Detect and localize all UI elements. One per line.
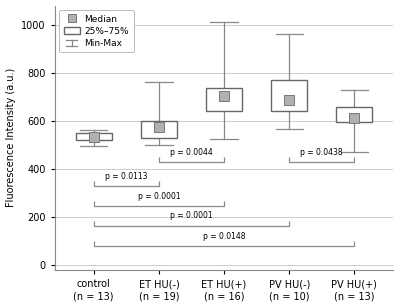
- Bar: [206, 88, 242, 111]
- Text: p = 0.0113: p = 0.0113: [105, 172, 148, 181]
- Bar: [271, 80, 307, 111]
- Text: p = 0.0044: p = 0.0044: [170, 148, 213, 157]
- Text: p = 0.0438: p = 0.0438: [300, 148, 343, 157]
- Bar: [141, 121, 177, 138]
- Y-axis label: Fluorescence Intensity (a.u.): Fluorescence Intensity (a.u.): [6, 68, 16, 208]
- Legend: Median, 25%–75%, Min-Max: Median, 25%–75%, Min-Max: [59, 10, 134, 52]
- Bar: [76, 134, 112, 140]
- Bar: [336, 107, 372, 122]
- Text: p = 0.0001: p = 0.0001: [170, 211, 213, 220]
- Text: p = 0.0148: p = 0.0148: [203, 232, 245, 241]
- Text: p = 0.0001: p = 0.0001: [138, 192, 180, 201]
